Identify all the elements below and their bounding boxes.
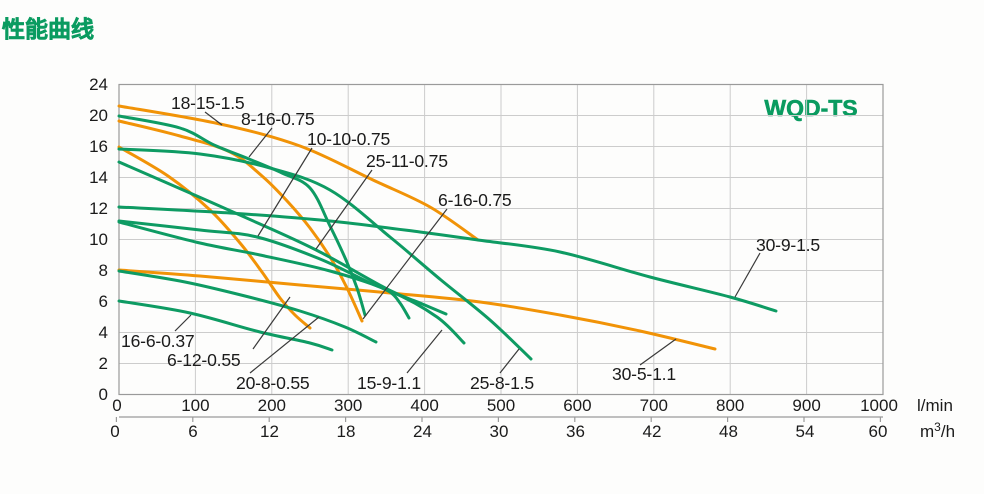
svg-text:16-6-0.37: 16-6-0.37 — [121, 331, 195, 351]
svg-text:24: 24 — [89, 75, 108, 94]
svg-text:42: 42 — [643, 422, 662, 441]
svg-text:24: 24 — [413, 422, 432, 441]
svg-text:30: 30 — [490, 422, 509, 441]
svg-text:8: 8 — [99, 261, 108, 280]
svg-text:300: 300 — [334, 396, 362, 415]
svg-text:800: 800 — [716, 396, 744, 415]
svg-text:60: 60 — [869, 422, 888, 441]
svg-text:400: 400 — [410, 396, 438, 415]
svg-text:25-8-1.5: 25-8-1.5 — [470, 373, 534, 393]
svg-text:0: 0 — [112, 396, 121, 415]
svg-text:4: 4 — [99, 323, 108, 342]
svg-text:20-8-0.55: 20-8-0.55 — [236, 373, 310, 393]
svg-text:25-11-0.75: 25-11-0.75 — [366, 151, 448, 171]
svg-text:30-9-1.5: 30-9-1.5 — [756, 235, 820, 255]
svg-text:14: 14 — [89, 168, 108, 187]
svg-text:性能曲线: 性能曲线 — [2, 16, 94, 42]
svg-text:1000: 1000 — [860, 396, 898, 415]
svg-text:600: 600 — [563, 396, 591, 415]
svg-text:6: 6 — [188, 422, 197, 441]
svg-text:18: 18 — [337, 422, 356, 441]
svg-text:10: 10 — [89, 230, 108, 249]
svg-text:12: 12 — [89, 199, 108, 218]
svg-text:36: 36 — [566, 422, 585, 441]
svg-text:20: 20 — [89, 106, 108, 125]
svg-text:54: 54 — [796, 422, 815, 441]
svg-text:6: 6 — [99, 292, 108, 311]
svg-text:48: 48 — [719, 422, 738, 441]
svg-text:900: 900 — [792, 396, 820, 415]
svg-text:700: 700 — [640, 396, 668, 415]
svg-text:100: 100 — [181, 396, 209, 415]
svg-text:WQD-TS: WQD-TS — [764, 95, 857, 121]
svg-text:200: 200 — [258, 396, 286, 415]
svg-text:30-5-1.1: 30-5-1.1 — [612, 364, 676, 384]
svg-text:m3/h: m3/h — [920, 420, 955, 441]
svg-text:12: 12 — [260, 422, 279, 441]
svg-text:2: 2 — [99, 354, 108, 373]
svg-text:0: 0 — [110, 422, 119, 441]
svg-text:16: 16 — [89, 137, 108, 156]
svg-text:500: 500 — [487, 396, 515, 415]
svg-text:15-9-1.1: 15-9-1.1 — [357, 373, 421, 393]
svg-text:6-16-0.75: 6-16-0.75 — [438, 190, 512, 210]
svg-text:0: 0 — [99, 385, 108, 404]
svg-text:10-10-0.75: 10-10-0.75 — [307, 129, 391, 149]
svg-text:6-12-0.55: 6-12-0.55 — [167, 350, 241, 370]
svg-text:8-16-0.75: 8-16-0.75 — [241, 109, 315, 129]
svg-text:l/min: l/min — [917, 396, 953, 415]
svg-text:18-15-1.5: 18-15-1.5 — [171, 93, 245, 113]
